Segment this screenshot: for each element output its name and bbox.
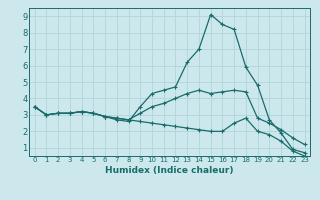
X-axis label: Humidex (Indice chaleur): Humidex (Indice chaleur) — [105, 166, 234, 175]
